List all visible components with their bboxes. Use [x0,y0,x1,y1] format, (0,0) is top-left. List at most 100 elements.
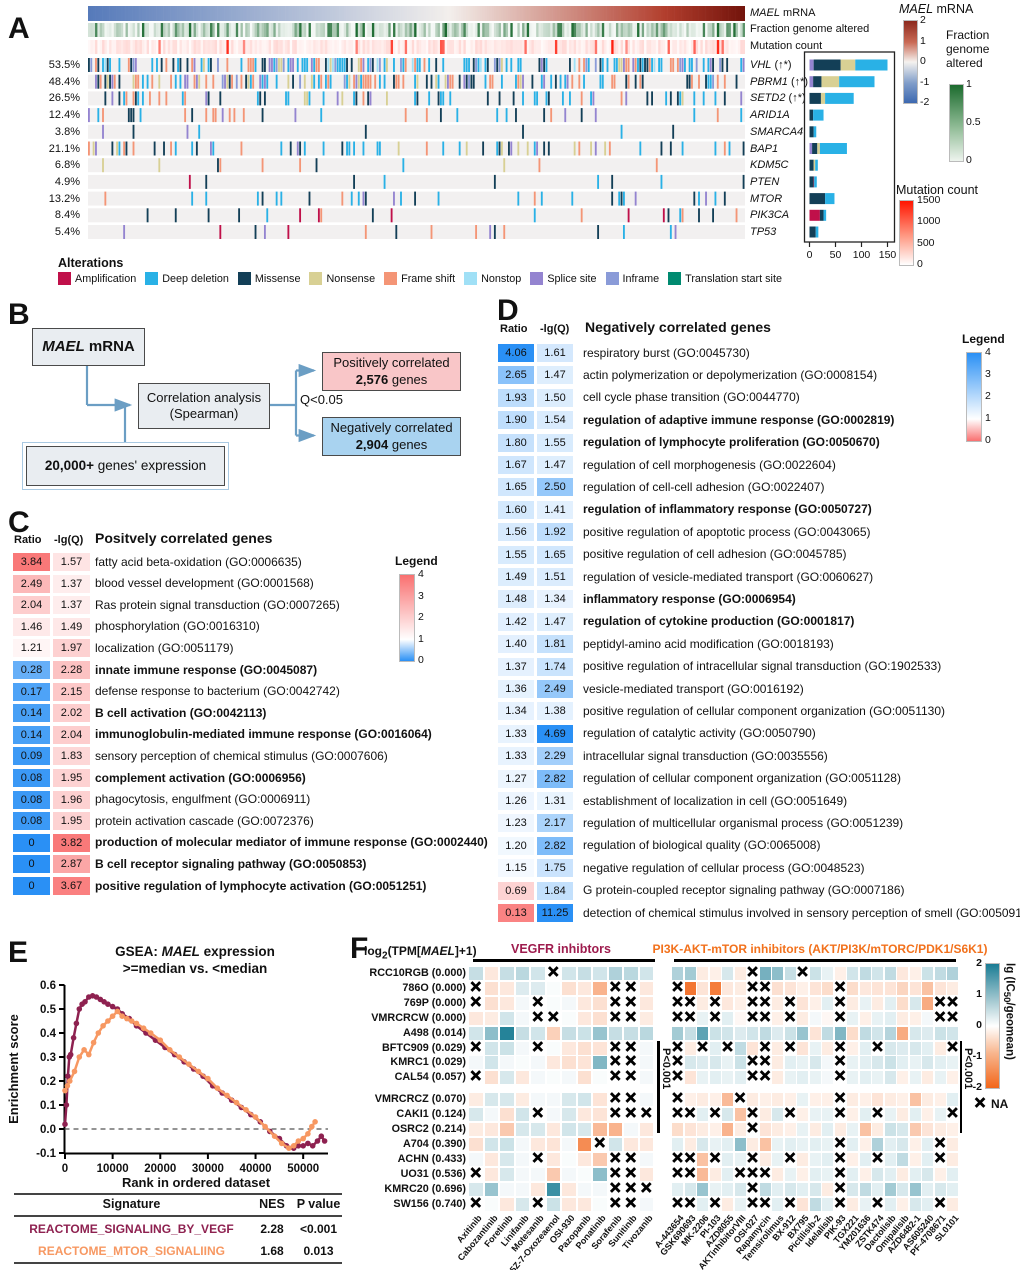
heatmap-cell [484,1108,498,1122]
p-bracket-left [657,1041,660,1133]
heatmap-cell [822,1056,833,1070]
heatmap-cell [697,1152,708,1166]
alteration-label: Splice site [547,272,597,285]
flowchart-arrows [85,363,317,443]
heatmap-cell [884,1056,896,1070]
legend-tick: 1 [985,412,991,424]
na-cell-icon: ✕ [708,1194,722,1212]
heatmap-cell [897,1167,908,1181]
heatmap-cell [469,967,483,980]
f-legend-colorbar [985,963,1000,1089]
heatmap-cell [500,1123,514,1136]
na-cell-icon: ✕ [683,993,697,1011]
heatmap-cell [639,1093,653,1107]
na-cell-icon: ✕ [671,1008,684,1026]
heatmap-cell [884,1041,896,1055]
go-term-label: vesicle-mediated transport (GO:0016192) [583,681,804,696]
alteration-legend-item: Frame shift [384,272,455,285]
heatmap-cell [546,1197,560,1211]
gene-percent: 12.4% [48,109,80,122]
heatmap-cell [884,1011,896,1025]
heatmap-cell [859,1167,871,1181]
heatmap-cell [884,996,896,1010]
heatmap-cell [624,967,638,980]
heatmap-cell [847,1041,858,1055]
heatmap-cell [562,1182,576,1196]
heatmap-cell [797,981,808,995]
heatmap-cell [722,981,733,995]
go-term-label: fatty acid beta-oxidation (GO:0006635) [95,554,302,569]
alteration-legend-item: Inframe [605,272,659,285]
svg-text:0.5: 0.5 [40,1004,57,1016]
na-cell-icon: ✕ [733,1164,747,1182]
go-ratio-cell: 1.34 [498,702,534,721]
heatmap-cell [859,1123,871,1136]
heatmap-cell [577,1182,591,1196]
go-q-cell: 1.96 [53,790,90,809]
heatmap-cell [809,1041,821,1055]
heatmap-cell [872,1093,883,1107]
heatmap-cell [469,1182,483,1196]
na-cell-icon: ✕ [547,964,560,981]
heatmap-cell [639,996,653,1010]
gene-percent: 53.5% [48,59,80,71]
gene-percent: 5.4% [54,226,80,238]
heatmap-cell [909,996,921,1010]
heatmap-cell [593,1093,607,1107]
heatmap-cell [847,1011,858,1025]
na-cell-icon: ✕ [746,1179,759,1197]
heatmap-cell [562,1123,576,1136]
heatmap-cell [784,1137,796,1151]
neg-legend-colorbar [966,352,982,442]
pos-legend-title: Legend [395,554,438,568]
heatmap-cell [884,1197,896,1211]
heatmap-cell [697,1197,708,1211]
heatmap-cell [593,981,607,995]
na-cell-icon: ✕ [783,1038,797,1056]
heatmap-cell [847,996,858,1010]
heatmap-cell [593,1011,607,1025]
flow-box-genes: 20,000+ genes' expression [26,446,225,486]
heatmap-cell [515,981,529,995]
go-q-cell: 3.67 [53,877,90,895]
na-cell-icon: ✕ [746,993,759,1011]
heatmap-cell [847,1152,858,1166]
go-ratio-cell: 0.08 [13,790,50,809]
na-cell-icon: ✕ [531,1038,545,1056]
heatmap-cell [809,1123,821,1136]
gsea-title: GSEA: MAEL expression >=median vs. <medi… [115,944,275,976]
heatmap-cell [884,1137,896,1151]
na-cell-icon: ✕ [833,1008,847,1026]
heatmap-cell [593,1071,607,1085]
heatmap-cell [593,1152,607,1166]
heatmap-cell [709,1041,721,1055]
na-cell-icon: ✕ [609,1105,622,1123]
heatmap-cell [722,1123,733,1136]
heatmap-cell [684,1041,696,1055]
cell-line-label: 769P (0.000) [403,996,466,1009]
heatmap-cell [909,981,921,995]
heatmap-cell [772,1011,783,1025]
heatmap-cell [947,1182,958,1196]
heatmap-cell [797,996,808,1010]
go-term-label: intracellular signal transduction (GO:00… [583,748,828,763]
heatmap-cell [672,1026,683,1040]
heatmap-cell [922,1152,933,1166]
heatmap-cell [772,1026,783,1040]
na-cell-icon: ✕ [946,1105,959,1123]
heatmap-cell [872,1137,883,1151]
heatmap-cell [734,1182,746,1196]
heatmap-cell [884,1093,896,1107]
heatmap-cell [697,1123,708,1136]
go-ratio-cell: 1.48 [498,590,534,609]
cell-line-label: KMRC20 (0.696) [384,1182,466,1195]
na-cell-icon: ✕ [624,1090,638,1108]
heatmap-cell [500,1152,514,1166]
heatmap-cell [546,1123,560,1136]
go-term-label: blood vessel development (GO:0001568) [95,576,314,591]
heatmap-cell [722,1167,733,1181]
go-q-cell: 4.69 [537,724,573,743]
heatmap-cell [909,1167,921,1181]
go-term-label: respiratory burst (GO:0045730) [583,345,750,360]
heatmap-cell [934,1041,946,1055]
